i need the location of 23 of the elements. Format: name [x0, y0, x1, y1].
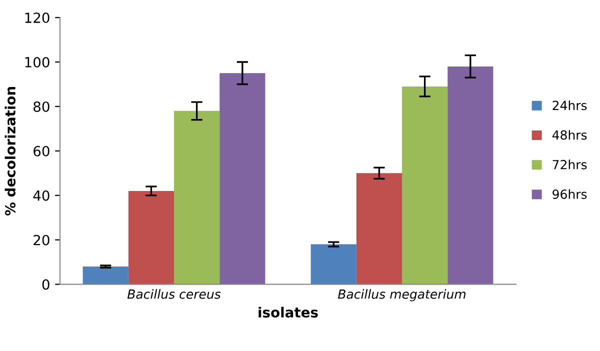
legend-label: 72hrs: [552, 160, 587, 170]
bar: [310, 244, 356, 284]
y-tick-label: 100: [25, 56, 50, 68]
bar: [448, 66, 494, 284]
y-tick-label: 60: [34, 146, 50, 156]
x-tick-label: Bacillus megaterium: [338, 289, 466, 302]
bar: [82, 266, 128, 284]
y-tick-label: 120: [25, 12, 50, 24]
legend-label: 48hrs: [552, 130, 587, 140]
y-tick-label: 40: [33, 190, 50, 201]
bar: [128, 190, 174, 284]
bar: [356, 173, 402, 284]
y-axis-title: % decolorization: [4, 86, 16, 216]
legend-label: 96hrs: [552, 189, 587, 199]
bar: [402, 86, 448, 284]
bar: [220, 73, 266, 284]
y-tick-label: 0: [42, 279, 50, 290]
y-tick-label: 20: [34, 234, 50, 246]
x-axis-title: isolates: [258, 306, 318, 318]
y-tick-label: 80: [34, 101, 50, 112]
legend-label: 24hrs: [552, 100, 587, 110]
bar: [174, 110, 220, 284]
x-tick-label: Bacillus cereus: [127, 289, 221, 299]
